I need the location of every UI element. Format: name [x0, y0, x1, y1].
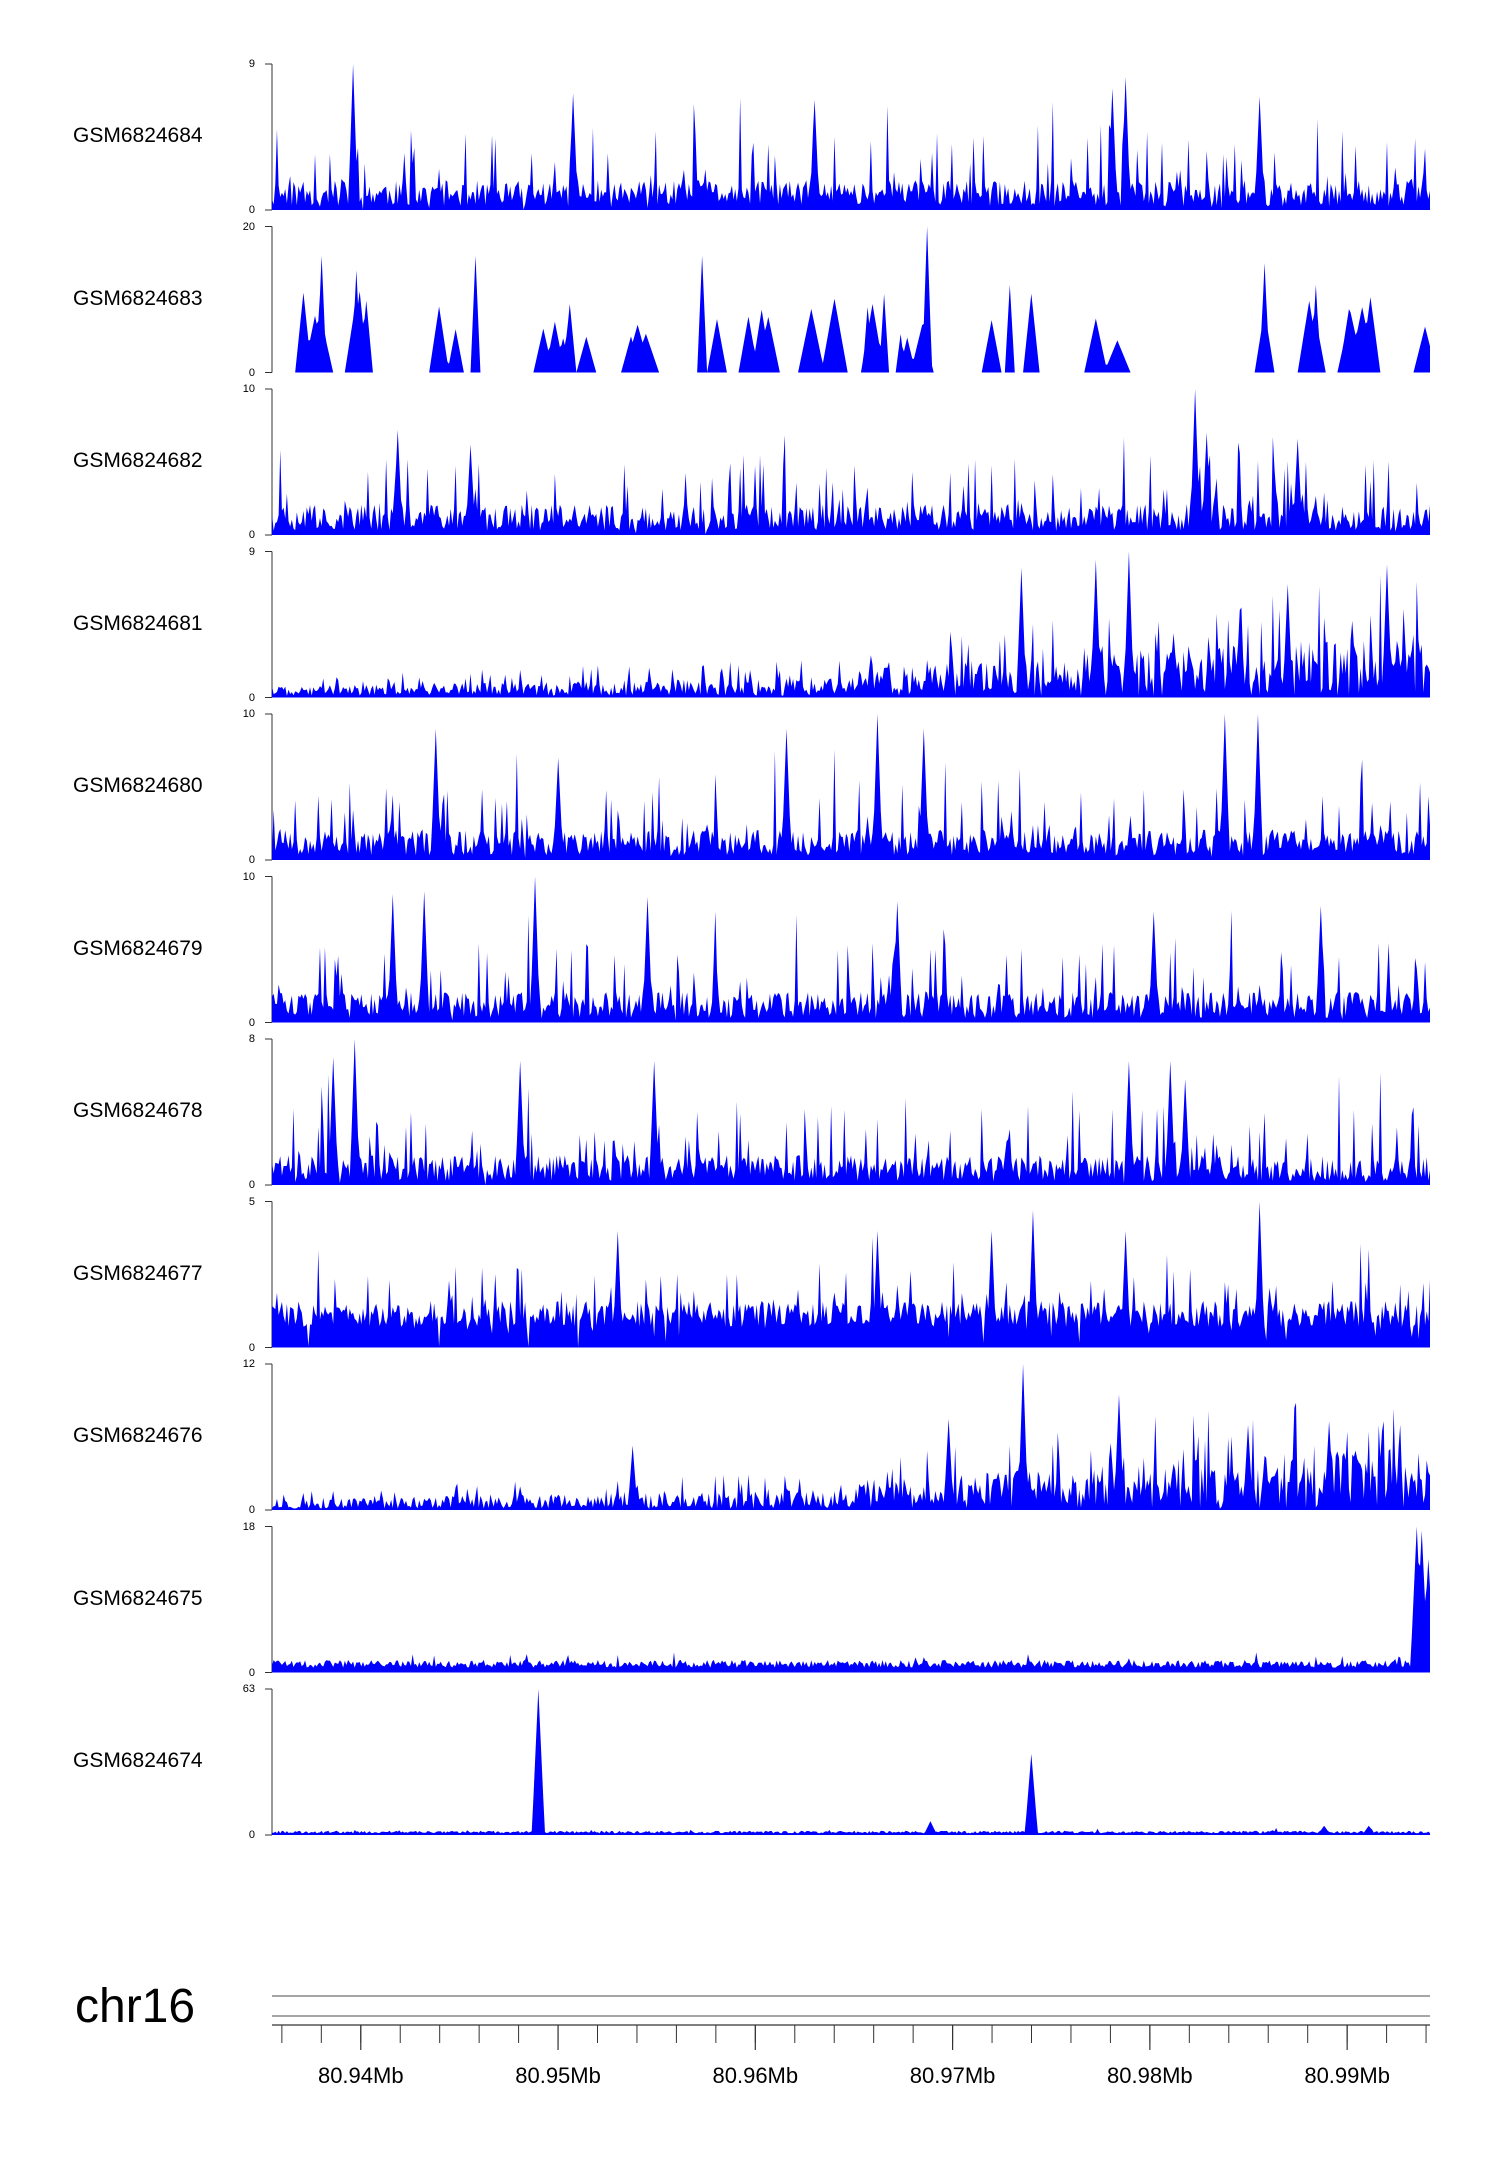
x-tick-label: 80.99Mb: [1304, 2063, 1390, 2088]
track-GSM6824679: [265, 876, 1430, 1023]
coverage-area: [272, 1039, 1430, 1185]
track-label-GSM6824682: GSM6824682: [73, 449, 203, 472]
track-ymin-label: 0: [248, 204, 255, 216]
coverage-area: [272, 1364, 1430, 1510]
track-label-GSM6824676: GSM6824676: [73, 1424, 203, 1447]
coverage-area: [272, 226, 1430, 373]
track-ymax-label: 9: [248, 545, 255, 558]
x-tick-label: 80.95Mb: [515, 2063, 601, 2088]
x-tick-label: 80.94Mb: [317, 2063, 404, 2088]
track-label-GSM6824683: GSM6824683: [73, 286, 203, 310]
track-GSM6824683: [265, 226, 1430, 373]
track-GSM6824678: [265, 1038, 1430, 1186]
track-ymax-label: 18: [242, 1520, 255, 1533]
track-ymax-label: 10: [242, 870, 255, 883]
coverage-area: [272, 389, 1430, 535]
track-ymax-label: 20: [242, 220, 255, 233]
track-GSM6824676: [265, 1363, 1430, 1511]
track-GSM6824674: [265, 1688, 1430, 1836]
track-ymax-label: 63: [242, 1683, 255, 1695]
coverage-area: [272, 551, 1430, 698]
coverage-area: [272, 1201, 1430, 1348]
x-tick-label: 80.98Mb: [1107, 2063, 1193, 2088]
coverage-area: [272, 1689, 1430, 1835]
track-ymax-label: 8: [248, 1033, 255, 1045]
track-ymin-label: 0: [248, 1829, 255, 1841]
track-ymax-label: 5: [248, 1195, 255, 1208]
coverage-area: [272, 1526, 1430, 1673]
track-label-GSM6824675: GSM6824675: [73, 1586, 203, 1610]
track-ymin-label: 0: [248, 691, 255, 704]
track-GSM6824675: [265, 1526, 1430, 1673]
track-GSM6824682: [265, 388, 1430, 536]
genome-axis: [272, 1995, 1430, 2050]
track-ymin-label: 0: [248, 529, 255, 541]
track-label-GSM6824681: GSM6824681: [73, 611, 203, 635]
track-ymin-label: 0: [248, 366, 255, 379]
track-label-GSM6824677: GSM6824677: [73, 1261, 203, 1285]
track-label-GSM6824679: GSM6824679: [73, 936, 203, 960]
x-tick-label: 80.97Mb: [909, 2063, 996, 2088]
track-label-GSM6824684: GSM6824684: [73, 124, 203, 147]
track-GSM6824681: [265, 551, 1430, 698]
chromosome-label: chr16: [75, 1980, 196, 2033]
track-label-GSM6824674: GSM6824674: [73, 1749, 203, 1772]
track-ymin-label: 0: [248, 1179, 255, 1191]
track-label-GSM6824680: GSM6824680: [73, 774, 203, 797]
coverage-area: [272, 876, 1430, 1023]
track-GSM6824684: [265, 63, 1430, 211]
track-label-GSM6824678: GSM6824678: [73, 1099, 203, 1122]
track-ymax-label: 10: [242, 708, 255, 720]
track-GSM6824677: [265, 1201, 1430, 1348]
x-tick-label: 80.96Mb: [712, 2063, 799, 2088]
track-ymax-label: 10: [242, 383, 255, 395]
coverage-area: [272, 64, 1430, 210]
track-ymax-label: 12: [242, 1358, 255, 1370]
track-ymin-label: 0: [248, 854, 255, 866]
track-ymin-label: 0: [248, 1016, 255, 1029]
coverage-area: [272, 714, 1430, 860]
track-GSM6824680: [265, 713, 1430, 861]
track-ymin-label: 0: [248, 1504, 255, 1516]
track-ymin-label: 0: [248, 1341, 255, 1354]
track-ymin-label: 0: [248, 1666, 255, 1679]
track-ymax-label: 9: [248, 58, 255, 70]
